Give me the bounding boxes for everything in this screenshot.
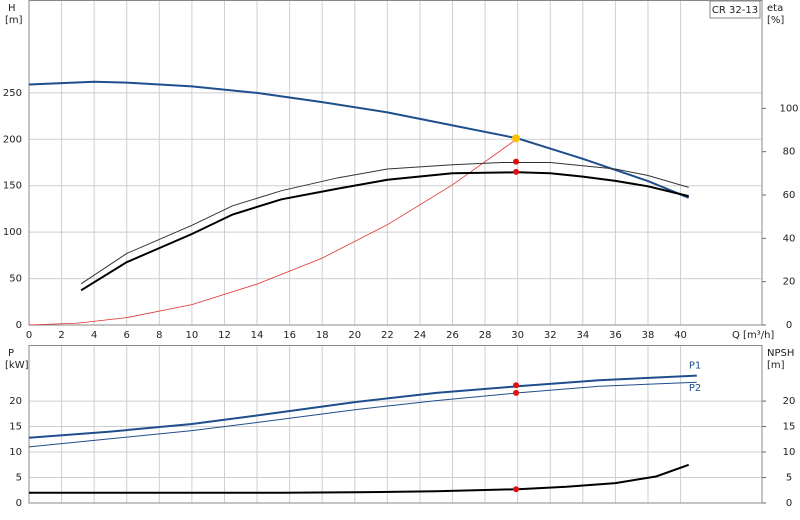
curve	[28, 138, 518, 326]
x-tick-label: 34	[576, 330, 589, 341]
x-tick-label: 0	[26, 330, 32, 341]
x-tick-label: 10	[186, 330, 199, 341]
y2-tick-label: 100	[779, 103, 798, 114]
plot-frame	[28, 345, 763, 504]
operating-point	[513, 486, 520, 493]
x-tick-label: 16	[283, 330, 296, 341]
x-tick-label: 32	[544, 330, 557, 341]
y-tick-label: 50	[9, 274, 22, 285]
x-tick-label: 20	[348, 330, 361, 341]
y-tick-label: 0	[16, 320, 22, 331]
y-tick-label: 100	[3, 227, 22, 238]
title-box	[709, 0, 761, 19]
y-axis-unit: [m]	[5, 15, 23, 26]
x-tick-label: 2	[58, 330, 64, 341]
x-tick-label: 36	[609, 330, 622, 341]
plot-frame	[28, 0, 763, 326]
curve	[80, 162, 689, 285]
curve	[28, 381, 697, 448]
y2-axis-label: eta	[767, 3, 783, 14]
chart-title: CR 32-13	[712, 5, 758, 16]
y2-tick-label: 80	[783, 147, 796, 158]
y2-axis-label: NPSH	[767, 348, 794, 359]
curve-label: P2	[689, 383, 701, 394]
y-tick-label: 200	[3, 134, 22, 145]
y2-tick-label: 20	[783, 277, 796, 288]
operating-point	[513, 382, 520, 389]
x-axis-label: Q [m³/h]	[732, 330, 774, 341]
x-tick-label: 38	[642, 330, 655, 341]
y2-tick-label: 20	[783, 396, 796, 407]
y2-tick-label: 0	[786, 320, 792, 331]
y-axis-label: P	[8, 348, 14, 359]
y2-axis-unit: [%]	[767, 15, 784, 26]
x-tick-label: 14	[251, 330, 264, 341]
x-tick-label: 6	[124, 330, 130, 341]
curve-label: P1	[689, 361, 701, 372]
y-tick-label: 15	[9, 422, 22, 433]
curve	[80, 171, 689, 292]
x-tick-label: 8	[156, 330, 162, 341]
y-axis-unit: [kW]	[5, 360, 29, 371]
y2-tick-label: 40	[783, 233, 796, 244]
y-tick-label: 10	[9, 447, 22, 458]
curve	[28, 374, 697, 439]
y-tick-label: 250	[3, 88, 22, 99]
x-tick-label: 28	[479, 330, 492, 341]
y2-tick-label: 10	[783, 447, 796, 458]
x-tick-label: 4	[91, 330, 97, 341]
x-tick-label: 40	[674, 330, 687, 341]
curve	[29, 463, 690, 494]
x-tick-label: 30	[511, 330, 524, 341]
operating-point	[513, 158, 520, 165]
operating-point	[512, 134, 521, 143]
y-tick-label: 5	[16, 473, 22, 484]
y-tick-label: 150	[3, 181, 22, 192]
y-tick-label: 0	[16, 498, 22, 509]
y-tick-label: 20	[9, 396, 22, 407]
x-tick-label: 22	[381, 330, 394, 341]
x-tick-label: 24	[414, 330, 427, 341]
x-tick-label: 26	[446, 330, 459, 341]
operating-point	[513, 168, 520, 175]
y2-tick-label: 60	[783, 190, 796, 201]
x-tick-label: 18	[316, 330, 329, 341]
operating-point	[513, 389, 520, 396]
y2-axis-unit: [m]	[767, 360, 785, 371]
y2-tick-label: 5	[786, 473, 792, 484]
y2-tick-label: 15	[783, 422, 796, 433]
x-tick-label: 12	[218, 330, 231, 341]
y2-tick-label: 0	[786, 498, 792, 509]
y-axis-label: H	[8, 3, 16, 14]
